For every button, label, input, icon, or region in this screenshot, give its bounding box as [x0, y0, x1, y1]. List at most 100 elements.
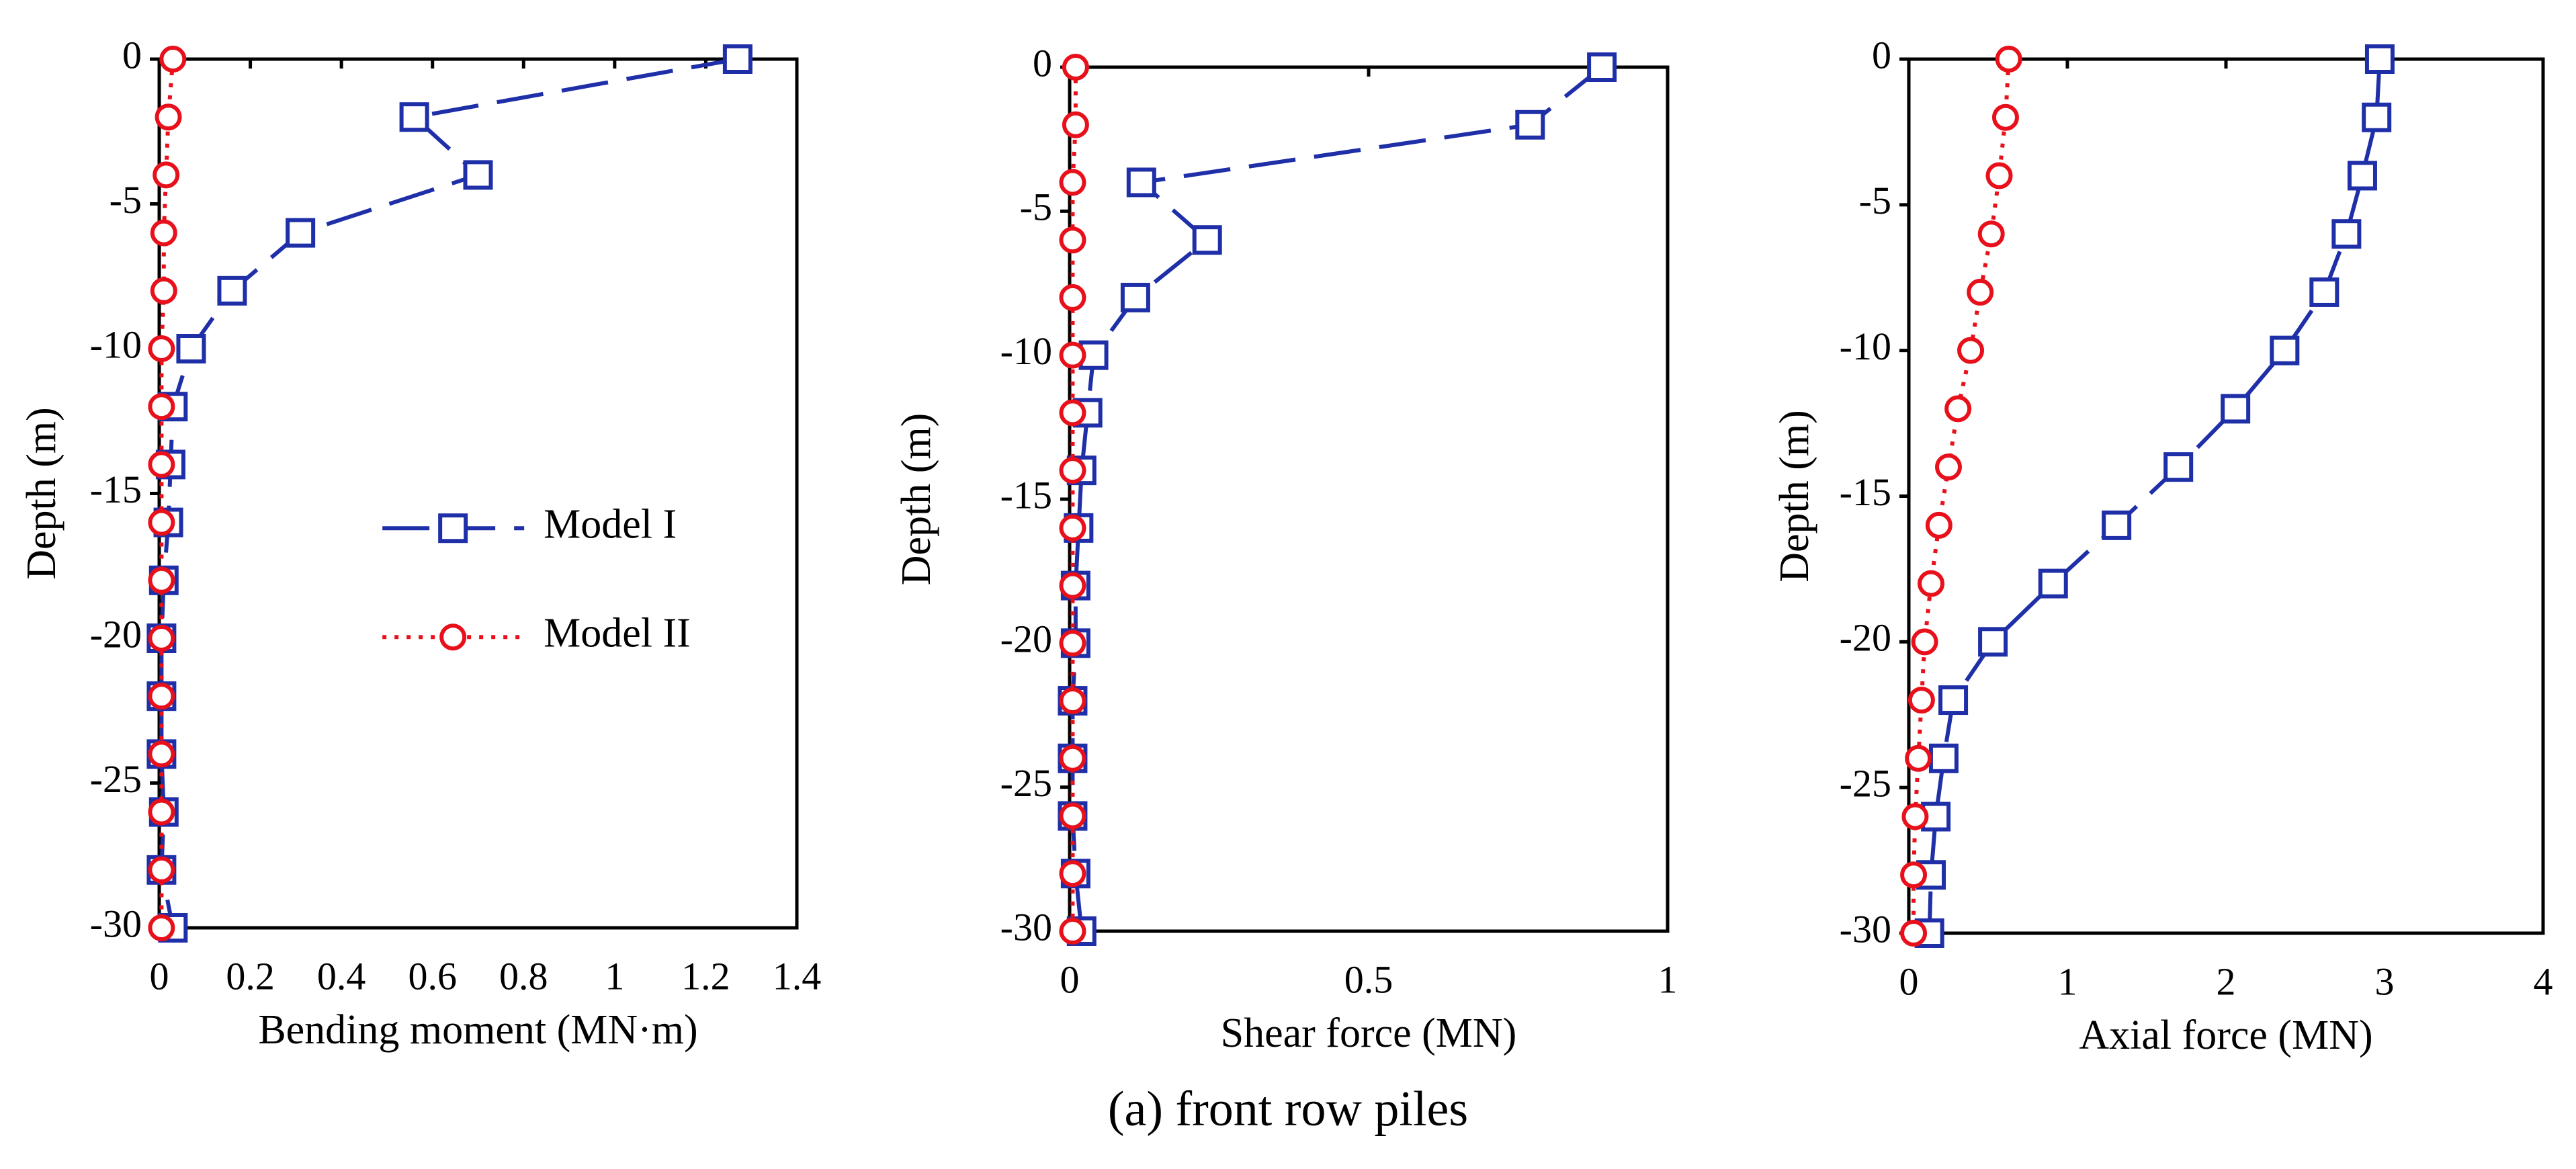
square-marker	[2347, 161, 2377, 191]
square-marker	[1126, 167, 1156, 198]
y-tick-label: -30	[90, 902, 142, 945]
circle-marker	[148, 798, 175, 826]
y-tick-label: -30	[1840, 907, 1891, 951]
x-tick-label: 3	[2375, 959, 2395, 1003]
x-axis-label: Bending moment (MN·m)	[258, 1007, 697, 1053]
y-tick-label: -5	[1859, 179, 1891, 222]
square-marker	[2221, 394, 2251, 424]
circle-marker	[148, 509, 175, 536]
y-tick-label: 0	[1033, 41, 1052, 85]
circle-marker	[1059, 514, 1086, 542]
x-tick-label: 1.2	[681, 954, 730, 998]
circle-marker	[1059, 284, 1086, 311]
y-tick-label: -30	[1000, 905, 1052, 949]
circle-marker	[1059, 169, 1086, 196]
plot-frame	[1907, 57, 2545, 935]
circle-marker	[1911, 628, 1938, 656]
square-marker	[1515, 110, 1545, 140]
circle-marker	[439, 623, 467, 651]
square-marker	[2163, 452, 2194, 482]
circle-marker	[148, 856, 175, 883]
square-marker	[2331, 219, 2362, 249]
x-tick-label: 0.6	[408, 954, 457, 998]
x-tick-label: 1	[1658, 957, 1678, 1001]
y-tick-label: -15	[90, 468, 142, 511]
y-tick-label: -25	[1840, 761, 1891, 805]
circle-marker	[148, 625, 175, 652]
x-tick-label: 0.8	[499, 954, 548, 998]
y-tick-label: -15	[1000, 473, 1052, 517]
square-marker	[176, 334, 206, 363]
circle-marker	[1985, 162, 2013, 189]
circle-marker	[1059, 457, 1086, 484]
square-marker	[286, 218, 316, 248]
circle-marker	[148, 683, 175, 710]
circle-marker	[148, 740, 175, 768]
y-tick-label: -10	[90, 322, 142, 366]
y-tick-label: -25	[1000, 761, 1052, 805]
square-marker	[2102, 510, 2132, 540]
square-marker	[463, 160, 493, 190]
circle-marker	[155, 103, 182, 131]
y-tick-label: -20	[1840, 616, 1891, 660]
y-tick-label: -25	[90, 757, 142, 801]
y-tick-label: 0	[1872, 33, 1891, 77]
circle-marker	[1062, 54, 1089, 81]
series-line	[1070, 65, 1603, 932]
x-tick-label: 1	[605, 954, 624, 998]
square-marker	[1587, 52, 1617, 82]
y-tick-label: -20	[1000, 617, 1052, 661]
circle-marker	[1059, 226, 1086, 254]
circle-marker	[1900, 861, 1928, 889]
circle-marker	[1059, 399, 1086, 427]
circle-marker	[153, 161, 180, 189]
circle-marker	[1918, 570, 1945, 597]
legend-label: Model I	[544, 501, 677, 547]
circle-marker	[150, 219, 177, 247]
square-marker	[2270, 335, 2300, 365]
square-marker	[1978, 627, 2008, 657]
y-tick-label: -5	[1020, 185, 1052, 229]
x-tick-label: 0	[150, 954, 169, 998]
circle-marker	[1967, 278, 1994, 306]
circle-marker	[148, 566, 175, 594]
circle-marker	[1059, 630, 1086, 657]
y-axis-label: Depth (m)	[894, 413, 939, 586]
circle-marker	[148, 451, 175, 478]
series-line	[1912, 58, 2011, 933]
x-axis-label: Axial force (MN)	[2079, 1012, 2372, 1058]
circle-marker	[1059, 744, 1086, 772]
caption: (a) front row piles	[1108, 1082, 1468, 1137]
y-axis-label: Depth (m)	[1772, 410, 1817, 582]
square-marker	[399, 102, 429, 132]
series-line	[159, 57, 738, 928]
x-tick-label: 1	[2058, 959, 2077, 1003]
x-tick-label: 0.5	[1344, 957, 1393, 1001]
square-marker	[1928, 743, 1959, 773]
y-tick-label: -15	[1840, 470, 1891, 514]
square-marker	[722, 44, 753, 74]
y-axis-label: Depth (m)	[19, 407, 65, 580]
circle-marker	[1995, 46, 2022, 73]
circle-marker	[1059, 860, 1086, 887]
circle-marker	[1901, 803, 1929, 830]
circle-marker	[1905, 744, 1932, 772]
circle-marker	[1957, 337, 1985, 364]
circle-marker	[1059, 341, 1086, 369]
circle-marker	[148, 393, 175, 421]
x-tick-label: 0.4	[317, 954, 366, 998]
x-tick-label: 1.4	[773, 954, 822, 998]
square-marker	[2362, 102, 2392, 132]
panel: 0-5-10-15-20-25-300 0.2 0.4 0.6 0.8 1 1.2 1.4Be…	[19, 33, 821, 1053]
circle-marker	[1900, 920, 1928, 947]
y-tick-label: 0	[122, 33, 142, 77]
square-marker	[1120, 282, 1150, 312]
square-marker	[1938, 685, 1969, 716]
circle-marker	[148, 335, 175, 362]
y-tick-label: -10	[1000, 329, 1052, 373]
circle-marker	[1977, 220, 2005, 248]
y-tick-label: -5	[110, 178, 142, 222]
square-marker	[2364, 44, 2395, 74]
